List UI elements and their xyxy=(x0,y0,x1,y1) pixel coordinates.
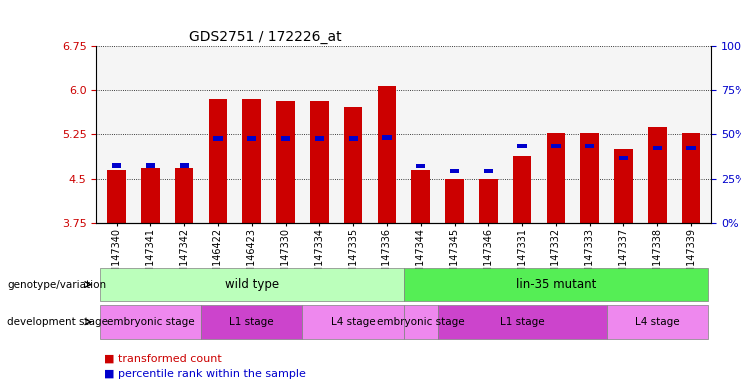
Bar xyxy=(310,101,329,223)
Bar xyxy=(348,136,358,141)
Bar xyxy=(141,168,160,223)
Bar xyxy=(382,135,391,139)
Bar xyxy=(179,164,189,168)
Bar xyxy=(682,132,700,223)
Bar xyxy=(513,156,531,223)
Text: GDS2751 / 172226_at: GDS2751 / 172226_at xyxy=(188,30,341,44)
Bar xyxy=(547,133,565,223)
Bar xyxy=(209,99,227,223)
Bar xyxy=(213,136,222,141)
Text: embryonic stage: embryonic stage xyxy=(107,317,194,327)
Text: wild type: wild type xyxy=(225,278,279,291)
Bar xyxy=(653,146,662,150)
Bar xyxy=(619,156,628,160)
Bar xyxy=(517,144,527,148)
Bar xyxy=(580,133,599,223)
Bar xyxy=(450,169,459,173)
Bar xyxy=(107,170,126,223)
Text: embryonic stage: embryonic stage xyxy=(377,317,465,327)
Bar xyxy=(247,136,256,141)
Bar xyxy=(686,146,696,150)
Text: ■ transformed count: ■ transformed count xyxy=(104,354,222,364)
Bar xyxy=(614,149,633,223)
Bar xyxy=(479,179,498,223)
Text: L1 stage: L1 stage xyxy=(500,317,545,327)
Bar xyxy=(551,144,560,148)
Bar xyxy=(276,101,295,223)
Text: ■ percentile rank within the sample: ■ percentile rank within the sample xyxy=(104,369,305,379)
Text: development stage: development stage xyxy=(7,317,108,327)
Text: genotype/variation: genotype/variation xyxy=(7,280,107,290)
Text: lin-35 mutant: lin-35 mutant xyxy=(516,278,596,291)
Text: L4 stage: L4 stage xyxy=(330,317,376,327)
Bar xyxy=(242,99,261,223)
Bar xyxy=(146,164,155,168)
Bar xyxy=(378,86,396,223)
Text: L1 stage: L1 stage xyxy=(230,317,274,327)
Text: L4 stage: L4 stage xyxy=(635,317,679,327)
Bar xyxy=(175,168,193,223)
Bar xyxy=(344,107,362,223)
Bar xyxy=(281,136,290,141)
Bar xyxy=(648,127,667,223)
Bar xyxy=(445,179,464,223)
Bar xyxy=(112,164,122,168)
Bar xyxy=(416,164,425,169)
Bar xyxy=(484,169,493,173)
Bar xyxy=(315,136,324,141)
Bar xyxy=(411,170,430,223)
Bar xyxy=(585,144,594,148)
